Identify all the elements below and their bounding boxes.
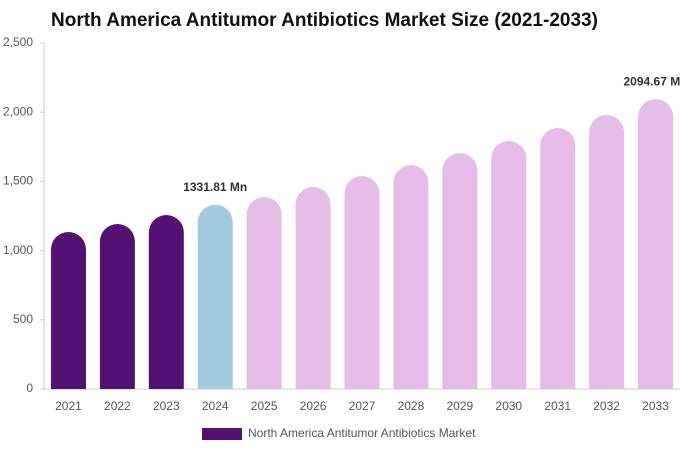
x-tick-label: 2021	[55, 399, 82, 413]
bar	[50, 232, 86, 389]
chart-title: North America Antitumor Antibiotics Mark…	[51, 10, 598, 31]
x-tick-label: 2027	[349, 399, 376, 413]
x-tick-label: 2023	[153, 399, 180, 413]
bar	[540, 127, 576, 389]
bar	[246, 197, 282, 389]
bar	[99, 224, 135, 389]
y-tick-label: 2,000	[3, 104, 33, 118]
y-tick-label: 500	[13, 312, 33, 326]
x-tick-label: 2030	[495, 399, 522, 413]
x-tick-label: 2031	[544, 399, 571, 413]
x-tick-label: 2022	[104, 399, 131, 413]
bar	[393, 165, 429, 389]
bar	[442, 153, 478, 389]
bar	[589, 114, 625, 389]
legend-swatch	[202, 428, 242, 440]
bar	[344, 176, 380, 389]
x-tick-label: 2033	[642, 399, 669, 413]
x-tick-label: 2024	[202, 399, 229, 413]
x-tick-label: 2032	[593, 399, 620, 413]
y-tick-label: 0	[26, 381, 33, 395]
x-tick-label: 2029	[446, 399, 473, 413]
x-tick-label: 2025	[251, 399, 278, 413]
bar	[148, 215, 184, 389]
value-label: 2094.67 Mn	[624, 74, 680, 88]
y-tick-label: 2,500	[3, 35, 33, 49]
y-tick-label: 1,000	[3, 243, 33, 257]
x-tick-label: 2028	[398, 399, 425, 413]
y-tick-label: 1,500	[3, 174, 33, 188]
bar	[295, 186, 331, 389]
bar	[197, 204, 233, 389]
bar	[638, 99, 674, 390]
value-label: 1331.81 Mn	[183, 180, 247, 194]
bar	[491, 140, 527, 389]
x-tick-label: 2026	[300, 399, 327, 413]
legend-label: North America Antitumor Antibiotics Mark…	[248, 426, 476, 440]
